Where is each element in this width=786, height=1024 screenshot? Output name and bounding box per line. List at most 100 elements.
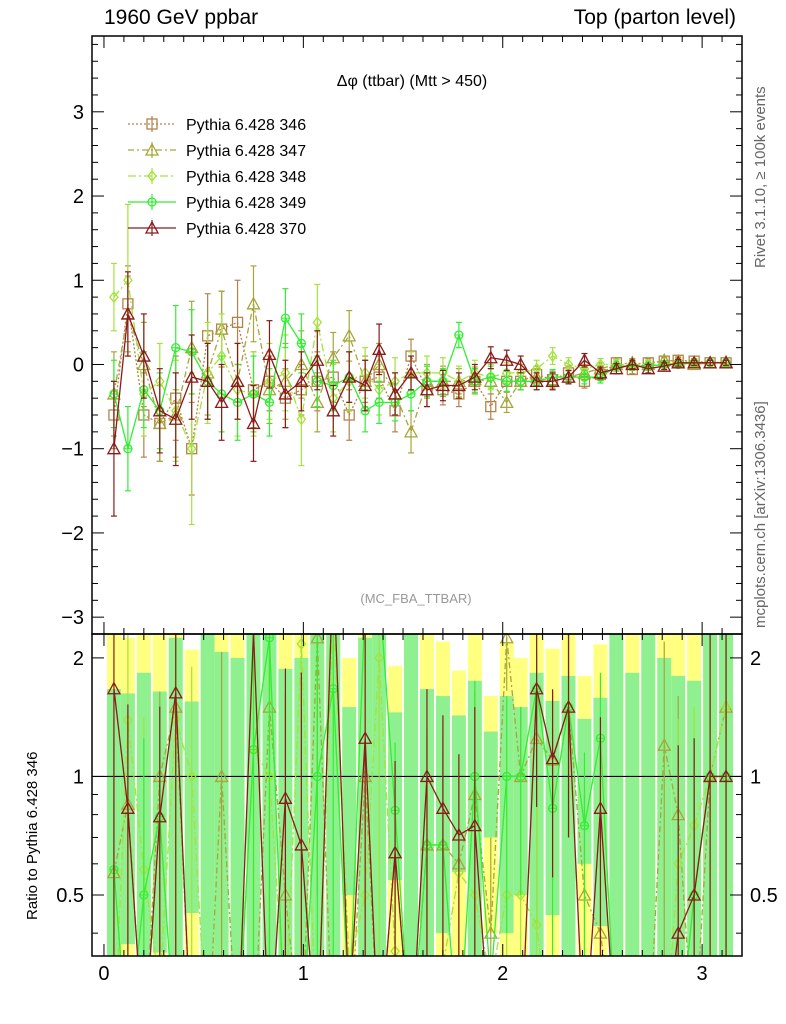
ratio-point: [278, 790, 293, 804]
legend-entry-2: Pythia 6.428 347: [128, 142, 306, 160]
legend-marker: [147, 169, 157, 183]
ratio-point: [419, 769, 435, 783]
data-point: Pythia 6.428 370: 2.41, 0.05: [577, 352, 592, 366]
x-tick-label: 3: [697, 963, 708, 985]
data-point: Pythia 6.428 347: 1.07, -0.45: [310, 395, 325, 409]
data-point: Pythia 6.428 370: 2.25, -0.2: [545, 373, 560, 387]
data-point: Pythia 6.428 370: 0.2, 0.1: [136, 348, 151, 362]
ratio-point: [296, 637, 307, 650]
y-tick-label: −2: [61, 523, 84, 545]
ratio-tick-label-right: 2: [750, 648, 761, 670]
ratio-tick-label-left: 0.5: [56, 885, 84, 907]
data-point: Pythia 6.428 348: 0.05, 0.8: [109, 291, 119, 304]
data-point: Pythia 6.428 370: 0.05, -1: [106, 441, 122, 455]
legend: Pythia 6.428 346 Pythia 6.428 347 Pythia 6…: [128, 116, 306, 238]
data-point: Pythia 6.428 370: 2.49, -0.1: [593, 365, 608, 379]
ratio-axis-label: Ratio to Pythia 6.428 346: [24, 752, 41, 920]
x-tick-label: 1: [298, 963, 309, 985]
data-point: Pythia 6.428 370: 2.96, 0.02: [687, 355, 702, 369]
data-point: Pythia 6.428 370: 2.33, -0.15: [561, 369, 576, 383]
ratio-series: [92, 634, 742, 956]
ratio-band-1sigma: [230, 657, 245, 956]
legend-entry-5: Pythia 6.428 370: [128, 220, 306, 238]
data-point: Pythia 6.428 370: 0.67, -0.2: [230, 373, 245, 387]
legend-entry-4: Pythia 6.428 349: [128, 194, 306, 212]
data-point: Pythia 6.428 370: 1.07, 0.05: [310, 352, 325, 366]
analysis-watermark: (MC_FBA_TTBAR): [360, 591, 471, 606]
ratio-point: [152, 809, 167, 823]
data-point: Pythia 6.428 347: 1.54, -0.8: [403, 424, 419, 438]
data-point: Pythia 6.428 370: 1.38, 0.18: [372, 341, 387, 355]
legend-entry-1: Pythia 6.428 346: [128, 116, 306, 134]
legend-label: Pythia 6.428 346: [186, 117, 306, 134]
data-point: Pythia 6.428 370: 2.73, -0.05: [641, 361, 656, 375]
ratio-point: [186, 770, 197, 783]
data-point: Pythia 6.428 370: 2.81, -0.02: [657, 358, 672, 372]
ratio-point: [483, 925, 498, 939]
legend-label: Pythia 6.428 349: [186, 195, 306, 212]
data-point: Pythia 6.428 347: 2.02, -0.45: [499, 395, 514, 409]
data-point: Pythia 6.428 370: 1.94, 0.08: [483, 350, 498, 364]
ratio-point: [387, 845, 403, 859]
x-tick-label: 2: [497, 963, 508, 985]
data-point: Pythia 6.428 370: 0.28, -0.55: [152, 403, 167, 417]
ratio-band-1sigma: [200, 634, 215, 956]
ratio-tick-label-left: 1: [73, 766, 84, 788]
data-point: Pythia 6.428 346: 0.67, 0.5: [231, 316, 244, 329]
ratio-line: [113, 634, 727, 956]
plot-title: Δφ (ttbar) (Mtt > 450): [337, 73, 487, 90]
ratio-point: [358, 730, 373, 744]
data-point: Pythia 6.428 370: 1.62, -0.3: [419, 382, 435, 396]
ratio-point: [168, 685, 183, 699]
ratio-point: [106, 681, 122, 695]
ratio-point: [531, 918, 542, 931]
ratio-point: [687, 887, 702, 901]
legend-label: Pythia 6.428 348: [186, 169, 306, 186]
ratio-band-1sigma: [609, 634, 624, 956]
ratio-point: [451, 827, 466, 841]
y-tick-label: 0: [73, 354, 84, 376]
data-point: Pythia 6.428 370: 0.52, -0.2: [200, 373, 215, 387]
data-point: Pythia 6.428 346: 1.94, -0.5: [485, 400, 497, 413]
ratio-point: [374, 651, 384, 664]
ratio-point: [529, 681, 544, 695]
ratio-tick-label-right: 0.5: [750, 885, 778, 907]
data-point: Pythia 6.428 348: 0.99, -0.65: [296, 413, 307, 426]
ratio-point: [657, 737, 672, 751]
ratio-line: [113, 634, 727, 956]
series-2: Pythia 6.428 347: 0.05, -0.35Pythia 6.42…: [106, 265, 734, 462]
data-point: Pythia 6.428 370: 0.75, -0.7: [246, 416, 261, 430]
ratio-band-1sigma: [641, 634, 656, 956]
ratio-point: [515, 888, 526, 902]
ratio-band-1sigma: [342, 707, 357, 895]
ratio-point: [435, 800, 451, 814]
ratio-point: [390, 945, 400, 956]
series-line: [113, 316, 727, 452]
legend-entry-3: Pythia 6.428 348: [128, 168, 306, 186]
ratio-point: [467, 818, 482, 832]
data-point: Pythia 6.428 348: 1.07, 0.5: [312, 316, 323, 329]
data-point: Pythia 6.428 370: 2.09, 0: [513, 357, 528, 371]
data-point: Pythia 6.428 370: 3.12, 0.02: [718, 355, 734, 369]
data-point: Pythia 6.428 370: 0.59, -0.45: [214, 395, 229, 409]
y-tick-label: 1: [73, 270, 84, 292]
series-5: Pythia 6.428 370: 0.05, -1 Pythia 6.428 3…: [106, 271, 734, 517]
ratio-point: [593, 800, 608, 814]
header-left: 1960 GeV ppbar: [104, 6, 259, 29]
data-point: Pythia 6.428 348: 0.44, -1: [186, 442, 197, 455]
ratio-point: [120, 800, 135, 814]
data-point: Pythia 6.428 370: 1.86, -0.15: [467, 369, 482, 383]
ratio-frame: [91, 633, 743, 957]
data-point: Pythia 6.428 370: 1.78, -0.25: [451, 378, 466, 392]
y-tick-label: 3: [73, 102, 84, 124]
data-point: Pythia 6.428 370: 1.46, -0.35: [387, 386, 403, 400]
ratio-point: [545, 751, 560, 765]
data-point: Pythia 6.428 370: 2.57, -0.05: [609, 361, 624, 375]
data-point: Pythia 6.428 370: 0.36, -0.65: [168, 411, 183, 425]
x-tick-label: 0: [98, 963, 109, 985]
ratio-point: [718, 769, 734, 783]
data-point: Pythia 6.428 370: 2.65, 0: [625, 357, 640, 371]
